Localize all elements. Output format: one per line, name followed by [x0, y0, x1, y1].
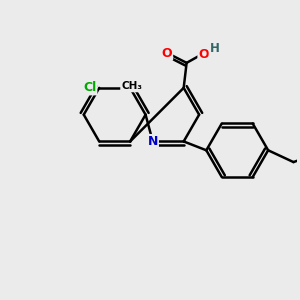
Text: H: H — [210, 42, 220, 55]
Text: N: N — [148, 135, 158, 148]
Text: Cl: Cl — [83, 81, 96, 94]
Text: CH₃: CH₃ — [121, 81, 142, 92]
Text: O: O — [162, 46, 172, 60]
Text: O: O — [198, 48, 209, 61]
